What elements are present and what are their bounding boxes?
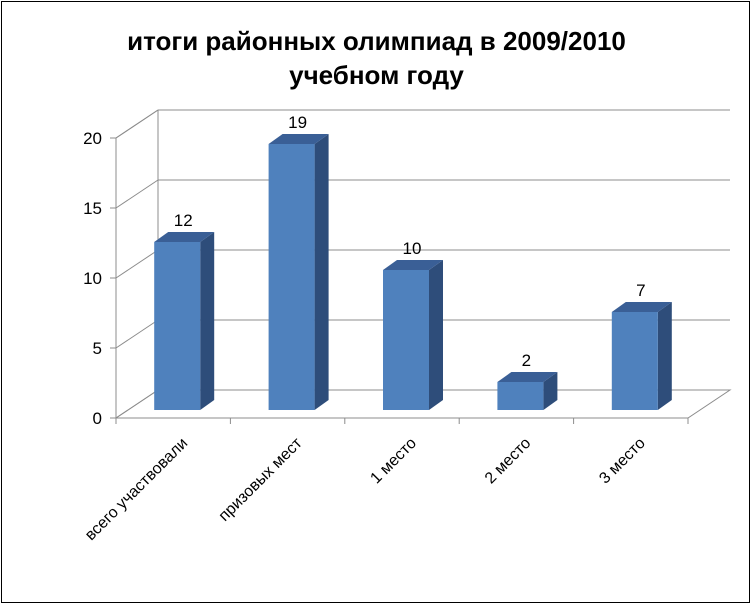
bar-top xyxy=(154,232,215,242)
bar-front xyxy=(154,242,201,410)
bar-front xyxy=(497,382,544,410)
bar xyxy=(383,260,443,410)
bar-side xyxy=(429,260,443,410)
bars xyxy=(154,134,672,410)
data-label: 10 xyxy=(403,239,422,258)
chart-floor xyxy=(114,389,732,419)
bar xyxy=(154,232,215,410)
bar-side xyxy=(543,372,558,410)
chart-title-line-1: итоги районных олимпиад в 2009/2010 xyxy=(127,26,626,56)
data-label: 2 xyxy=(522,351,531,370)
x-category-label: всего участвовали xyxy=(82,435,191,544)
chart-title: итоги районных олимпиад в 2009/2010 учеб… xyxy=(0,24,753,92)
y-tick-label: 0 xyxy=(93,409,102,428)
bar-top xyxy=(268,134,329,144)
data-label: 19 xyxy=(288,113,307,132)
bar xyxy=(268,134,329,410)
bar-top xyxy=(611,302,672,312)
gridline-diagonal xyxy=(115,249,159,279)
x-category-label: призовых мест xyxy=(216,434,306,524)
x-category-label: 1 место xyxy=(367,435,420,488)
bar-side xyxy=(200,232,215,410)
bar-side xyxy=(314,134,329,410)
x-axis-categories: всего участвовали призовых мест 1 место 2 м… xyxy=(82,434,649,544)
y-axis-ticks: 0 5 10 15 20 xyxy=(83,129,689,428)
bar-side xyxy=(657,302,672,410)
x-category-label: 2 место xyxy=(482,435,535,488)
data-label: 12 xyxy=(174,211,193,230)
data-labels: 12 19 10 2 7 xyxy=(174,113,646,370)
gridline-diagonal xyxy=(115,319,159,349)
bar-front xyxy=(611,312,658,410)
y-tick-label: 20 xyxy=(83,129,102,148)
y-tick-label: 5 xyxy=(93,339,102,358)
bar-top xyxy=(383,260,443,270)
bar-front xyxy=(383,270,429,410)
gridline-diagonal xyxy=(115,179,159,209)
bar-front xyxy=(268,144,315,410)
bar xyxy=(497,372,558,410)
gridline-diagonal xyxy=(115,109,159,139)
chart-title-line-2: учебном году xyxy=(289,60,464,90)
data-label: 7 xyxy=(636,281,645,300)
y-tick-label: 15 xyxy=(83,199,102,218)
bar xyxy=(611,302,672,410)
gridlines xyxy=(115,109,730,349)
bar-top xyxy=(497,372,558,382)
x-category-label: 3 место xyxy=(596,435,649,488)
y-tick-label: 10 xyxy=(83,269,102,288)
